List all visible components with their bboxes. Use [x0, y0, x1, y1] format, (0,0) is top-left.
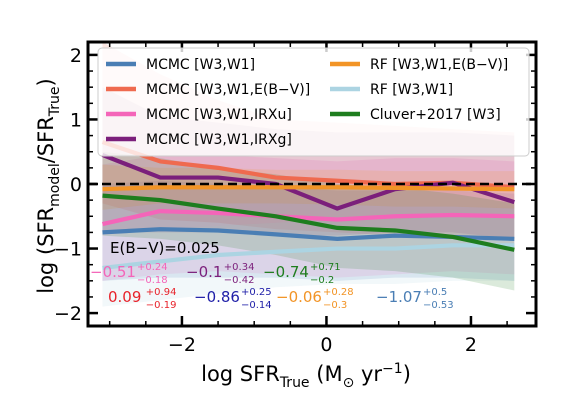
stat-upper-error: +0.24: [137, 262, 168, 273]
stat-upper-error: +0.28: [323, 287, 354, 298]
stat-upper-error: +0.94: [146, 287, 177, 298]
legend-label-cluver-2017-w3: Cluver+2017 [W3]: [370, 107, 501, 123]
legend-label-mcmc-w3-w1: MCMC [W3,W1]: [146, 57, 255, 73]
band-rf-w3-w1: [102, 216, 515, 307]
x-tick-label: 0: [320, 334, 332, 356]
annotations: E(B−V)=0.025 −0.51 +0.24 −0.18 −0.1 +0.34 −0.4…: [90, 239, 454, 311]
line-rf-w3-w1-e-b-v: [102, 185, 515, 192]
legend-box: [97, 47, 530, 157]
stat-lower-error: −0.18: [137, 275, 168, 286]
stat-lower-error: −0.2: [310, 275, 334, 286]
y-axis-label: log (SFRmodel/SFRTrue): [34, 78, 63, 294]
stat-lower-error: −0.19: [146, 300, 177, 311]
legend-label-rf-w3-w1-e-b-v: RF [W3,W1,E(B−V)]: [370, 57, 508, 73]
stat-value: −0.86: [194, 288, 240, 306]
stat-lower-error: −0.3: [323, 300, 347, 311]
stat-upper-error: +0.34: [224, 262, 255, 273]
y-tick-label: 1: [70, 109, 82, 131]
ebv-annotation: E(B−V)=0.025: [110, 239, 220, 257]
tick-labels: −2 0 2 −2 −1 0 1 2: [54, 45, 477, 356]
stat-value: 0.09: [108, 288, 141, 306]
x-axis-label: log SFRTrue (M⊙ yr−1): [201, 361, 411, 391]
stat-upper-error: +0.71: [310, 262, 341, 273]
x-tick-label: −2: [168, 334, 196, 356]
line-rf-w3-w1: [102, 243, 515, 270]
stat-upper-error: +0.5: [423, 287, 447, 298]
line-mcmc-w3-w1-irxu: [101, 209, 515, 227]
legend: MCMC [W3,W1] MCMC [W3,W1,E(B−V)] MCMC [W3,…: [97, 47, 530, 157]
legend-label-mcmc-w3-w1-irxu: MCMC [W3,W1,IRXu]: [146, 107, 292, 123]
stat-upper-error: +0.25: [241, 287, 272, 298]
legend-label-mcmc-w3-w1-e-b-v: MCMC [W3,W1,E(B−V)]: [146, 82, 310, 98]
y-tick-label: −2: [54, 303, 82, 325]
stat-value: −0.06: [276, 288, 322, 306]
stat-value: −0.74: [263, 263, 309, 281]
y-tick-label: −1: [54, 239, 82, 261]
stat-lower-error: −0.53: [423, 300, 454, 311]
stat-value: −1.07: [376, 288, 422, 306]
legend-label-rf-w3-w1: RF [W3,W1]: [370, 82, 453, 98]
y-tick-label: 0: [70, 174, 82, 196]
stat-value: −0.51: [90, 263, 136, 281]
x-tick-label: 2: [465, 334, 477, 356]
stat-value: −0.1: [186, 263, 222, 281]
line-cluver-2017-w3: [102, 193, 515, 252]
stat-lower-error: −0.42: [224, 275, 255, 286]
legend-label-mcmc-w3-w1-irxg: MCMC [W3,W1,IRXg]: [146, 132, 292, 148]
y-tick-label: 2: [70, 45, 82, 67]
stat-lower-error: −0.14: [241, 300, 272, 311]
